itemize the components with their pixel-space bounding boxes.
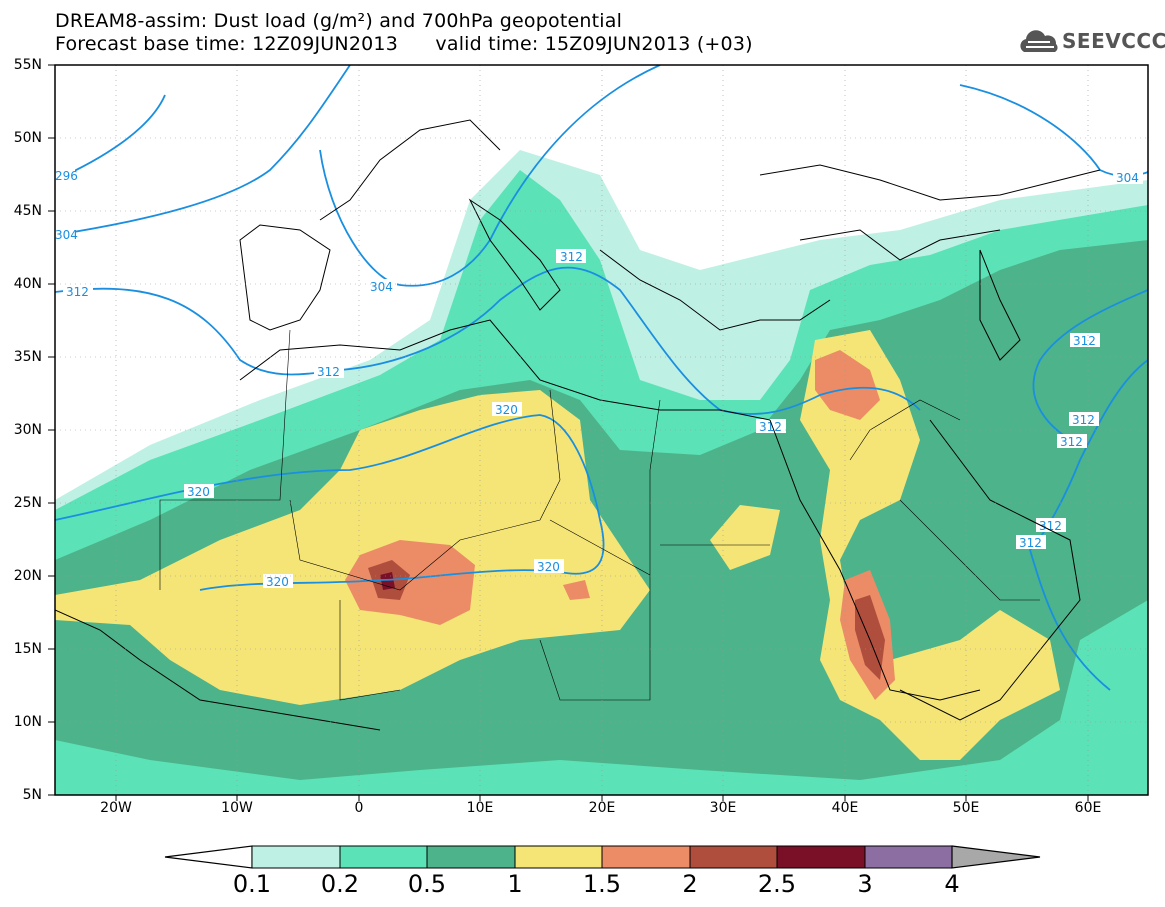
lon-label: 10W xyxy=(221,800,253,816)
colorbar-high-arrow xyxy=(951,845,1041,869)
border-line xyxy=(289,389,561,591)
colorbar-label: 3 xyxy=(857,870,873,898)
east-europe-coast xyxy=(759,164,1101,201)
contour-label: 312 xyxy=(1073,334,1096,348)
italy-coast xyxy=(468,198,561,311)
north-africa-coast xyxy=(239,319,771,421)
colorbar-segment xyxy=(776,845,866,869)
map-title-line-2: Forecast base time: 12Z09JUN2013 valid t… xyxy=(55,33,753,55)
contour-label: 312 xyxy=(66,285,89,299)
dust-area-1-sinai xyxy=(710,505,780,570)
colorbar-label: 0.5 xyxy=(407,870,447,898)
lat-label: 25N xyxy=(13,495,42,511)
lon-label: 10E xyxy=(466,800,494,816)
dust-area-2.5 xyxy=(380,572,395,590)
colorbar-label: 2.5 xyxy=(757,870,797,898)
map-title-line-1: DREAM8-assim: Dust load (g/m²) and 700hP… xyxy=(55,10,623,32)
lon-label: 30E xyxy=(709,800,737,816)
lat-label: 15N xyxy=(13,641,42,657)
dust-area-1 xyxy=(55,390,650,705)
axis-ticks xyxy=(48,64,1089,801)
colorbar xyxy=(164,845,1041,869)
contour-label: 312 xyxy=(1072,413,1095,427)
france-coast xyxy=(319,119,501,221)
graticule xyxy=(55,65,1148,795)
contour-label: 312 xyxy=(759,420,782,434)
lon-label: 50E xyxy=(952,800,980,816)
black-sea-coast xyxy=(799,229,1001,261)
border-line xyxy=(849,399,961,461)
lon-label: 20E xyxy=(588,800,616,816)
west-africa-coast xyxy=(55,609,381,731)
contour-label: 312 xyxy=(560,250,583,264)
contour-312-east xyxy=(1032,289,1148,446)
lat-label: 5N xyxy=(22,787,42,803)
lat-label: 50N xyxy=(13,130,42,146)
contour-label: 312 xyxy=(1060,435,1083,449)
contour-label: 312 xyxy=(1019,536,1042,550)
colorbar-label: 2 xyxy=(682,870,698,898)
colorbar-segment xyxy=(601,845,691,869)
lat-label: 30N xyxy=(13,422,42,438)
colorbar-segment xyxy=(426,845,516,869)
contour-labels: 296 304 312 312 304 312 320 320 320 320 … xyxy=(55,168,1143,589)
colorbar-segment xyxy=(689,845,778,869)
lat-label: 10N xyxy=(13,714,42,730)
contour-label: 304 xyxy=(1116,171,1139,185)
lon-label: 20W xyxy=(100,800,132,816)
colorbar-low-arrow xyxy=(164,845,253,869)
lat-label: 45N xyxy=(13,203,42,219)
lat-label: 40N xyxy=(13,276,42,292)
contour-304-italy xyxy=(319,65,661,287)
coastlines xyxy=(55,119,1101,731)
contour-304-west xyxy=(55,65,351,236)
colorbar-segment xyxy=(514,845,603,869)
lon-label: 60E xyxy=(1074,800,1102,816)
contour-label: 304 xyxy=(370,280,393,294)
cloud-icon xyxy=(1020,30,1058,52)
colorbar-segment xyxy=(339,845,428,869)
lat-label: 20N xyxy=(13,568,42,584)
lat-label: 55N xyxy=(13,57,42,73)
border-line xyxy=(539,575,651,701)
dust-area-1.5-b xyxy=(563,580,590,600)
colorbar-segment xyxy=(251,845,341,869)
contour-label: 320 xyxy=(537,560,560,574)
contour-label: 312 xyxy=(1039,519,1062,533)
colorbar-label: 0.2 xyxy=(320,870,360,898)
contour-label: 312 xyxy=(317,365,340,379)
red-sea-coast xyxy=(769,419,981,701)
contour-label: 320 xyxy=(495,403,518,417)
colorbar-label: 0.1 xyxy=(232,870,272,898)
colorbar-label: 1 xyxy=(507,870,523,898)
logo-text: SEEVCCC xyxy=(1062,29,1165,53)
colorbar-label: 1.5 xyxy=(582,870,622,898)
border-line xyxy=(549,399,661,576)
contour-312-west xyxy=(55,266,921,415)
lon-label: 40E xyxy=(831,800,859,816)
caspian-coast xyxy=(979,249,1021,361)
dust-area-1.5 xyxy=(345,540,475,625)
contour-label: 296 xyxy=(55,169,78,183)
iberia-coast xyxy=(239,224,331,331)
map-plot-area: 296 304 312 312 304 312 320 320 320 320 … xyxy=(55,65,1148,795)
political-borders xyxy=(159,329,1040,701)
arabia-coast xyxy=(899,419,1081,721)
lon-label: 0 xyxy=(354,800,364,816)
border-line xyxy=(899,499,1040,601)
lat-label: 35N xyxy=(13,349,42,365)
colorbar-label: 4 xyxy=(944,870,960,898)
dust-area-1.5-arabia xyxy=(815,350,880,420)
balkans-turkey-coast xyxy=(599,249,831,331)
border-line xyxy=(339,600,401,701)
border-line xyxy=(159,329,291,590)
colorbar-segment xyxy=(864,845,953,869)
contour-320 xyxy=(55,414,605,591)
contour-label: 320 xyxy=(266,575,289,589)
contour-label: 320 xyxy=(187,485,210,499)
seevccc-logo: SEEVCCC xyxy=(1018,28,1165,58)
contour-label: 304 xyxy=(55,228,78,242)
